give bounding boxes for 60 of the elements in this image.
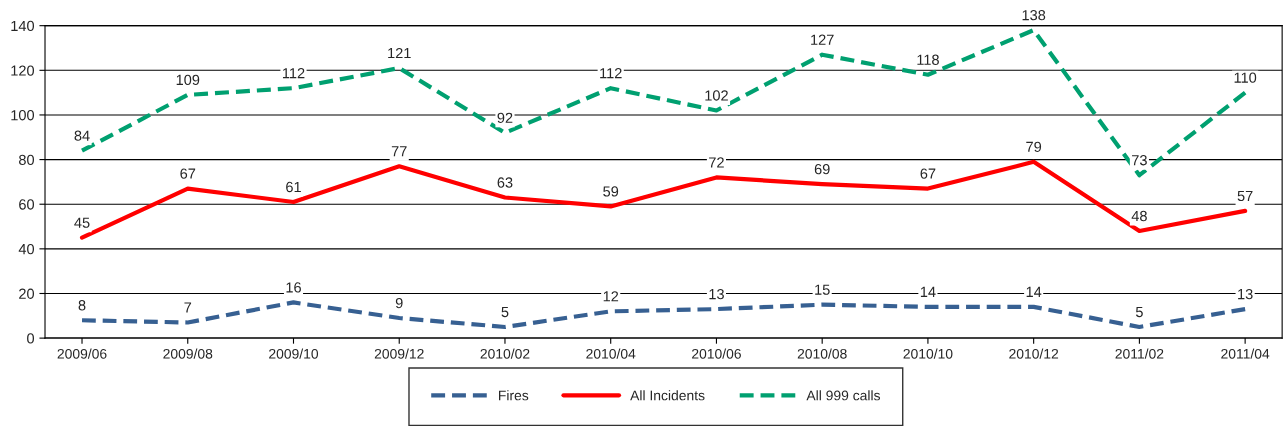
y-tick-label: 100 (11, 110, 35, 121)
x-tick-label: 2011/04 (1221, 348, 1270, 359)
data-label: 102 (705, 90, 728, 101)
data-label: 13 (709, 288, 724, 300)
legend-label: All 999 calls (806, 390, 881, 401)
data-label: 16 (286, 282, 301, 293)
data-label: 67 (920, 168, 936, 179)
data-label: 13 (1238, 288, 1253, 300)
x-tick-label: 2009/12 (374, 348, 424, 359)
x-tick-label: 2009/08 (163, 348, 213, 359)
y-tick-label: 140 (11, 20, 35, 32)
x-tick-label: 2009/10 (269, 348, 319, 359)
data-label: 14 (920, 286, 936, 297)
data-label: 110 (1234, 72, 1257, 83)
legend-label: All Incidents (630, 390, 705, 401)
data-label: 8 (78, 300, 86, 311)
data-label: 67 (180, 168, 196, 179)
data-label: 5 (1135, 306, 1143, 318)
x-tick-label: 2010/04 (586, 348, 636, 359)
x-tick-label: 2010/12 (1009, 348, 1059, 359)
y-tick-label: 80 (19, 154, 35, 166)
data-label: 69 (814, 163, 830, 175)
y-tick-label: 120 (11, 65, 35, 76)
data-label: 121 (388, 47, 411, 59)
data-label: 79 (1026, 141, 1042, 152)
legend-label: Fires (499, 390, 529, 401)
data-label: 138 (1022, 9, 1046, 21)
y-tick-label: 40 (18, 243, 35, 255)
data-label: 112 (600, 68, 622, 79)
y-tick-label: 0 (27, 333, 35, 344)
x-tick-label: 2010/02 (480, 348, 530, 359)
data-label: 14 (1026, 286, 1042, 297)
data-label: 92 (497, 112, 513, 123)
data-label: 118 (917, 54, 939, 65)
data-label: 127 (811, 34, 834, 45)
data-label: 15 (815, 284, 830, 295)
data-label: 5 (501, 306, 509, 318)
data-label: 57 (1237, 190, 1253, 202)
y-tick-label: 20 (19, 288, 35, 299)
x-tick-label: 2010/08 (797, 348, 847, 359)
line-series (79, 300, 1248, 330)
data-label: 59 (603, 186, 619, 197)
data-label: 63 (497, 177, 513, 188)
data-label: 112 (282, 68, 305, 79)
x-tick-label: 2009/06 (57, 348, 107, 359)
data-label: 77 (391, 146, 407, 157)
x-tick-label: 2011/02 (1115, 348, 1164, 359)
x-tick-label: 2010/10 (903, 348, 953, 359)
data-label: 9 (395, 297, 403, 309)
data-label: 84 (74, 130, 90, 141)
y-tick-label: 60 (19, 199, 35, 210)
data-label: 61 (286, 181, 301, 193)
x-tick-label: 2010/06 (692, 348, 741, 359)
data-label: 73 (1132, 155, 1147, 166)
data-label: 12 (603, 291, 619, 302)
data-label: 7 (184, 302, 192, 313)
data-label: 48 (1131, 210, 1147, 222)
data-label: 72 (709, 157, 724, 168)
data-label: 45 (74, 217, 90, 228)
data-label: 109 (176, 74, 200, 86)
